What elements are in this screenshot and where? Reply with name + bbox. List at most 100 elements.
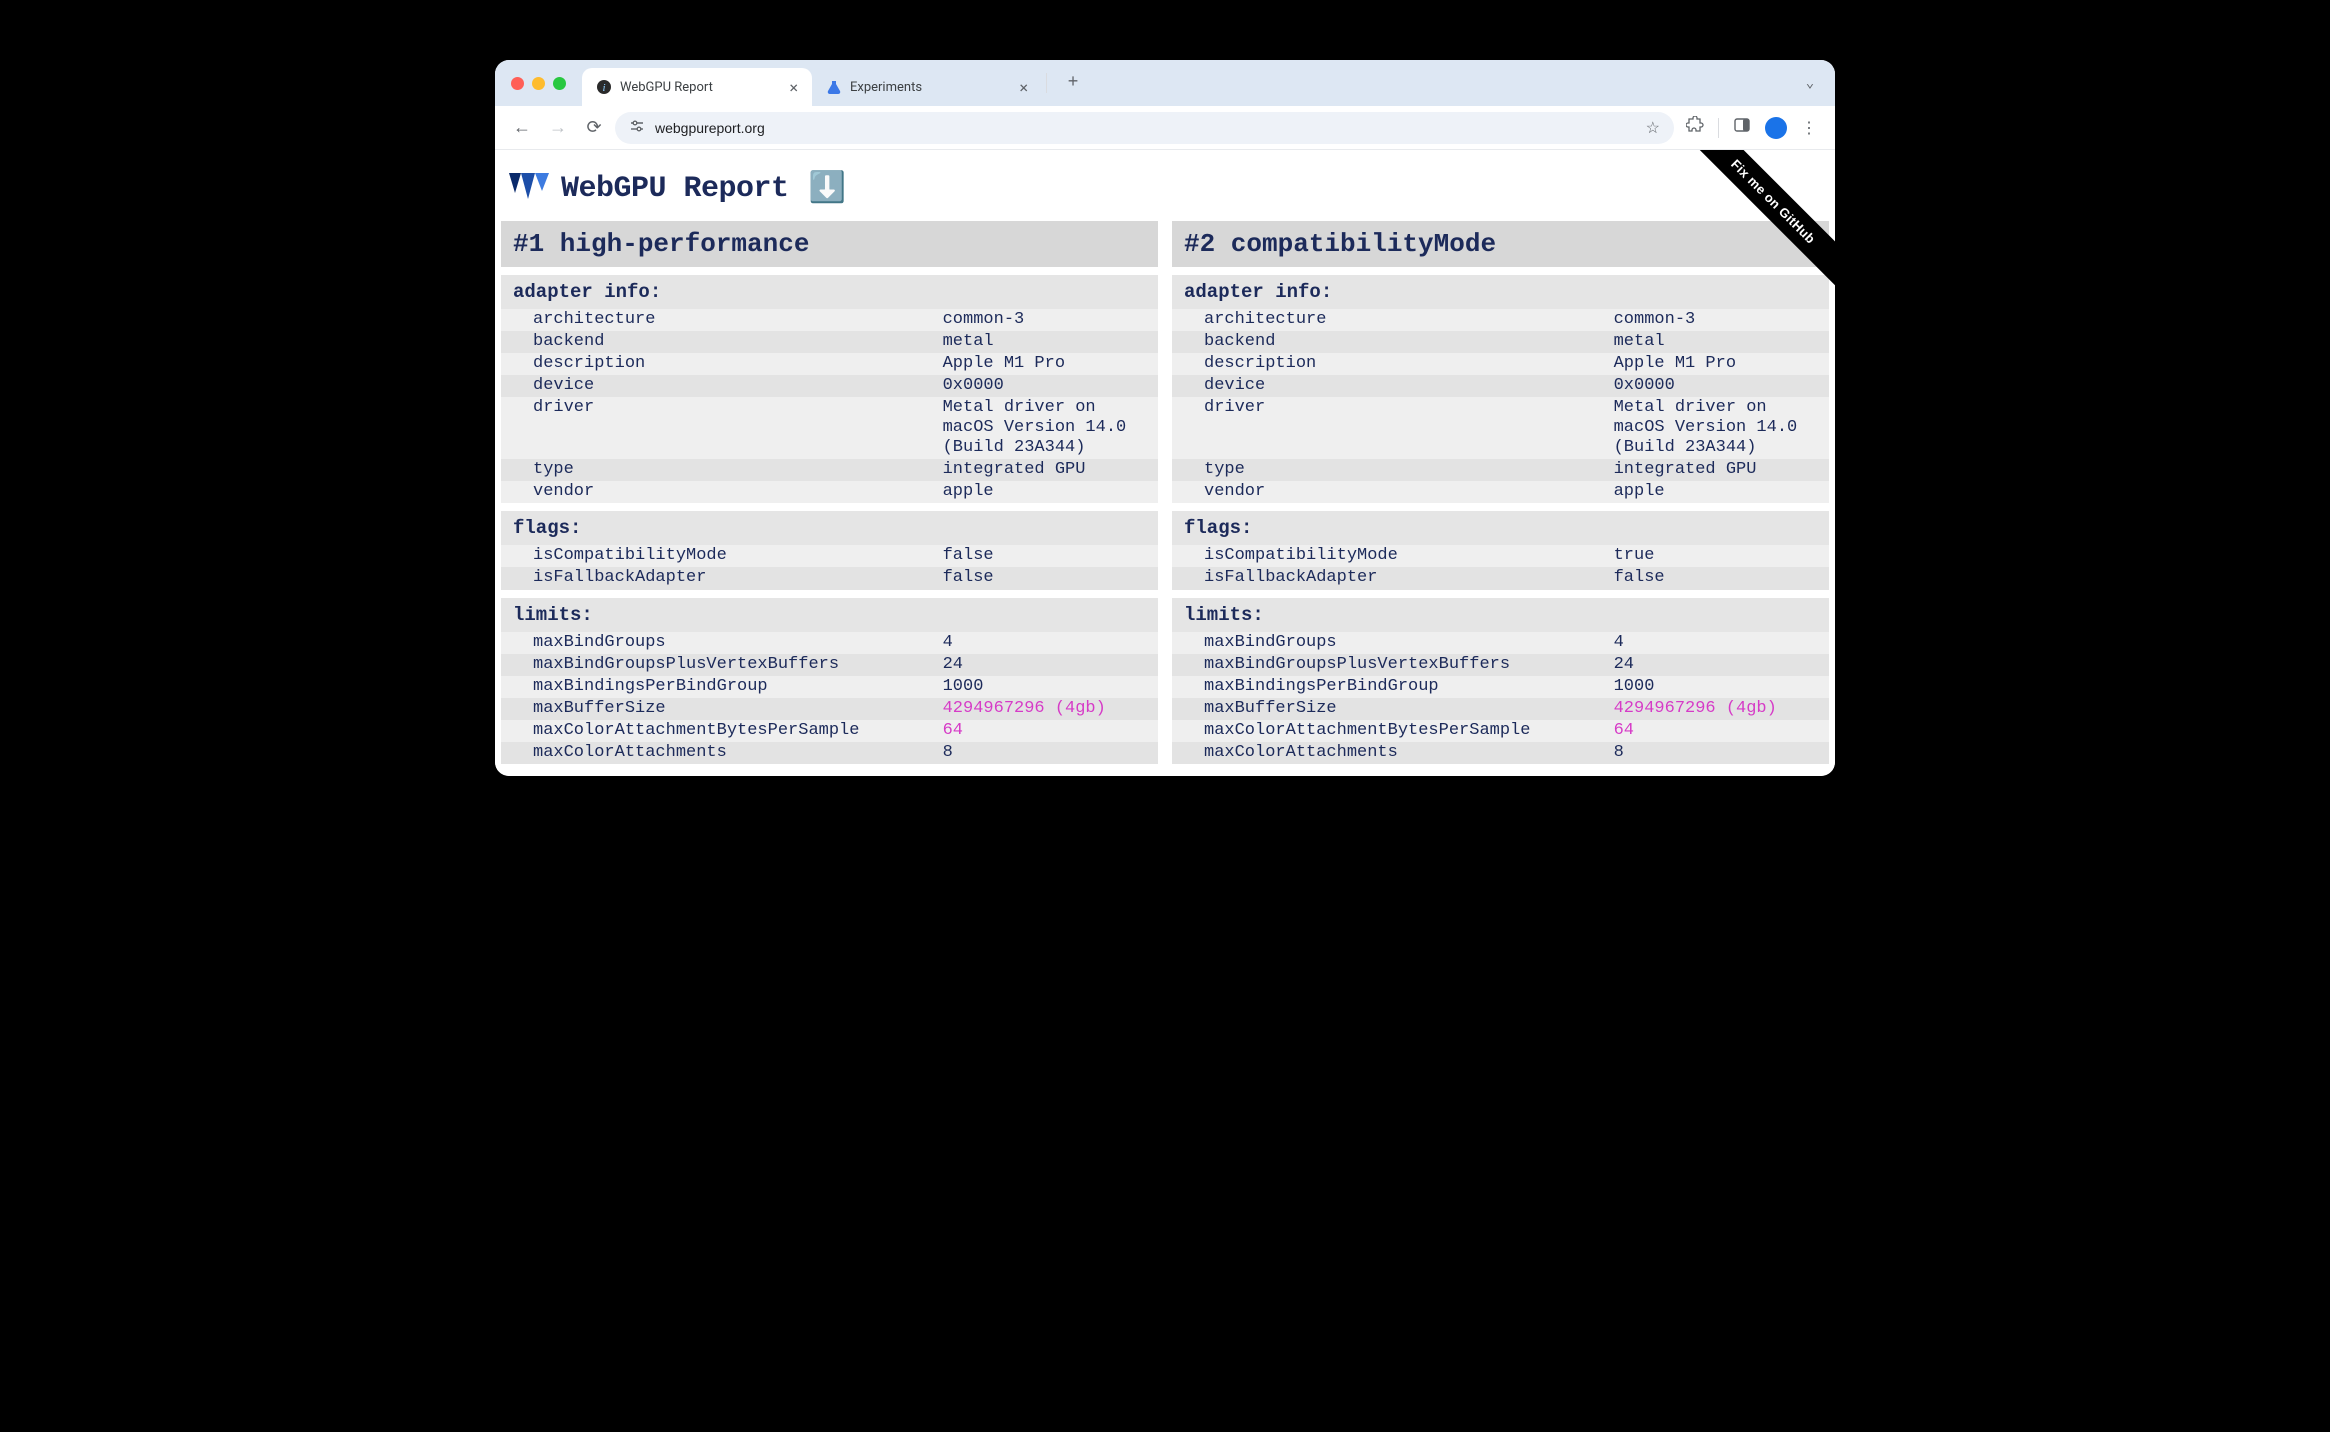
prop-value: false bbox=[1606, 567, 1829, 589]
prop-key: isCompatibilityMode bbox=[501, 545, 935, 567]
tab-label: Experiments bbox=[850, 80, 922, 95]
url-text: webgpureport.org bbox=[655, 120, 765, 136]
adapter-heading: #2 compatibilityMode bbox=[1172, 221, 1829, 267]
prop-key: maxBindingsPerBindGroup bbox=[1172, 676, 1606, 698]
prop-value: common-3 bbox=[935, 309, 1158, 331]
prop-key: maxBindGroups bbox=[501, 632, 935, 654]
table-row: maxColorAttachmentBytesPerSample64 bbox=[1172, 720, 1829, 742]
table-row: typeintegrated GPU bbox=[501, 459, 1158, 481]
kv-table: maxBindGroups4maxBindGroupsPlusVertexBuf… bbox=[501, 632, 1158, 764]
prop-key: isCompatibilityMode bbox=[1172, 545, 1606, 567]
prop-key: backend bbox=[501, 331, 935, 353]
prop-value: integrated GPU bbox=[935, 459, 1158, 481]
adapter-panel: #1 high-performance adapter info:architec… bbox=[501, 221, 1158, 764]
table-row: backendmetal bbox=[1172, 331, 1829, 353]
table-row: maxColorAttachmentBytesPerSample64 bbox=[501, 720, 1158, 742]
address-bar: ← → ⟳ webgpureport.org ☆ ⋮ bbox=[495, 106, 1835, 150]
toolbar-right: ⋮ bbox=[1680, 116, 1823, 139]
prop-key: type bbox=[501, 459, 935, 481]
adapter-panels: #1 high-performanceadapter info:architec… bbox=[495, 221, 1835, 764]
bookmark-icon[interactable]: ☆ bbox=[1646, 118, 1660, 138]
prop-value: 1000 bbox=[1606, 676, 1829, 698]
back-button[interactable]: ← bbox=[507, 117, 537, 138]
download-button[interactable]: ⬇️ bbox=[809, 170, 846, 207]
prop-value: 0x0000 bbox=[935, 375, 1158, 397]
prop-value: metal bbox=[1606, 331, 1829, 353]
close-icon[interactable]: × bbox=[789, 78, 798, 97]
prop-key: backend bbox=[1172, 331, 1606, 353]
prop-key: device bbox=[1172, 375, 1606, 397]
reload-button[interactable]: ⟳ bbox=[579, 117, 609, 138]
site-controls-icon[interactable] bbox=[629, 118, 645, 137]
prop-key: maxBufferSize bbox=[501, 698, 935, 720]
prop-key: maxBindGroupsPlusVertexBuffers bbox=[501, 654, 935, 676]
tab-bar: i WebGPU Report × Experiments × + ⌄ bbox=[495, 60, 1835, 106]
prop-value: Apple M1 Pro bbox=[1606, 353, 1829, 375]
table-row: vendorapple bbox=[1172, 481, 1829, 503]
table-row: isFallbackAdapterfalse bbox=[501, 567, 1158, 589]
prop-value: Metal driver on macOS Version 14.0 (Buil… bbox=[935, 397, 1158, 459]
prop-value: Metal driver on macOS Version 14.0 (Buil… bbox=[1606, 397, 1829, 459]
browser-window: i WebGPU Report × Experiments × + ⌄ ← → … bbox=[495, 60, 1835, 776]
table-row: device0x0000 bbox=[1172, 375, 1829, 397]
prop-key: architecture bbox=[501, 309, 935, 331]
kv-table: isCompatibilityModefalseisFallbackAdapte… bbox=[501, 545, 1158, 589]
maximize-window-button[interactable] bbox=[553, 77, 566, 90]
prop-value: false bbox=[935, 567, 1158, 589]
prop-key: maxBufferSize bbox=[1172, 698, 1606, 720]
prop-value: 8 bbox=[935, 742, 1158, 764]
prop-key: maxBindGroups bbox=[1172, 632, 1606, 654]
prop-key: maxColorAttachments bbox=[1172, 742, 1606, 764]
url-input[interactable]: webgpureport.org ☆ bbox=[615, 112, 1674, 144]
prop-value: integrated GPU bbox=[1606, 459, 1829, 481]
profile-avatar[interactable] bbox=[1765, 117, 1787, 139]
section-header: adapter info: bbox=[501, 275, 1158, 309]
new-tab-button[interactable]: + bbox=[1059, 69, 1087, 97]
sidepanel-icon[interactable] bbox=[1733, 116, 1751, 139]
menu-icon[interactable]: ⋮ bbox=[1801, 118, 1817, 138]
table-row: isFallbackAdapterfalse bbox=[1172, 567, 1829, 589]
prop-key: description bbox=[1172, 353, 1606, 375]
tab-label: WebGPU Report bbox=[620, 80, 713, 95]
prop-value: common-3 bbox=[1606, 309, 1829, 331]
prop-value: 4294967296 (4gb) bbox=[935, 698, 1158, 720]
table-row: device0x0000 bbox=[501, 375, 1158, 397]
svg-text:i: i bbox=[602, 82, 605, 94]
prop-key: maxBindingsPerBindGroup bbox=[501, 676, 935, 698]
prop-value: 24 bbox=[1606, 654, 1829, 676]
prop-key: device bbox=[501, 375, 935, 397]
section-header: flags: bbox=[501, 511, 1158, 545]
prop-value: 64 bbox=[935, 720, 1158, 742]
adapter-heading: #1 high-performance bbox=[501, 221, 1158, 267]
adapter-panel: #2 compatibilityModeadapter info:archite… bbox=[1172, 221, 1829, 764]
kv-table: maxBindGroups4maxBindGroupsPlusVertexBuf… bbox=[1172, 632, 1829, 764]
forward-button[interactable]: → bbox=[543, 117, 573, 138]
table-row: maxBindGroups4 bbox=[1172, 632, 1829, 654]
minimize-window-button[interactable] bbox=[532, 77, 545, 90]
kv-table: architecturecommon-3backendmetaldescript… bbox=[1172, 309, 1829, 503]
prop-value: metal bbox=[935, 331, 1158, 353]
page-header: WebGPU Report ⬇️ bbox=[495, 150, 1835, 221]
extensions-icon[interactable] bbox=[1686, 116, 1704, 139]
prop-value: 24 bbox=[935, 654, 1158, 676]
prop-value: apple bbox=[935, 481, 1158, 503]
prop-value: 4 bbox=[1606, 632, 1829, 654]
table-row: descriptionApple M1 Pro bbox=[1172, 353, 1829, 375]
tab-experiments[interactable]: Experiments × bbox=[812, 68, 1042, 106]
prop-key: vendor bbox=[501, 481, 935, 503]
close-icon[interactable]: × bbox=[1019, 78, 1028, 97]
close-window-button[interactable] bbox=[511, 77, 524, 90]
tab-webgpu-report[interactable]: i WebGPU Report × bbox=[582, 68, 812, 106]
tab-list-button[interactable]: ⌄ bbox=[1795, 75, 1825, 92]
prop-value: 1000 bbox=[935, 676, 1158, 698]
prop-key: maxBindGroupsPlusVertexBuffers bbox=[1172, 654, 1606, 676]
table-row: maxBindGroups4 bbox=[501, 632, 1158, 654]
prop-value: 4 bbox=[935, 632, 1158, 654]
table-row: descriptionApple M1 Pro bbox=[501, 353, 1158, 375]
prop-value: apple bbox=[1606, 481, 1829, 503]
section-header: flags: bbox=[1172, 511, 1829, 545]
prop-value: 4294967296 (4gb) bbox=[1606, 698, 1829, 720]
table-row: architecturecommon-3 bbox=[501, 309, 1158, 331]
table-row: driverMetal driver on macOS Version 14.0… bbox=[501, 397, 1158, 459]
table-row: vendorapple bbox=[501, 481, 1158, 503]
